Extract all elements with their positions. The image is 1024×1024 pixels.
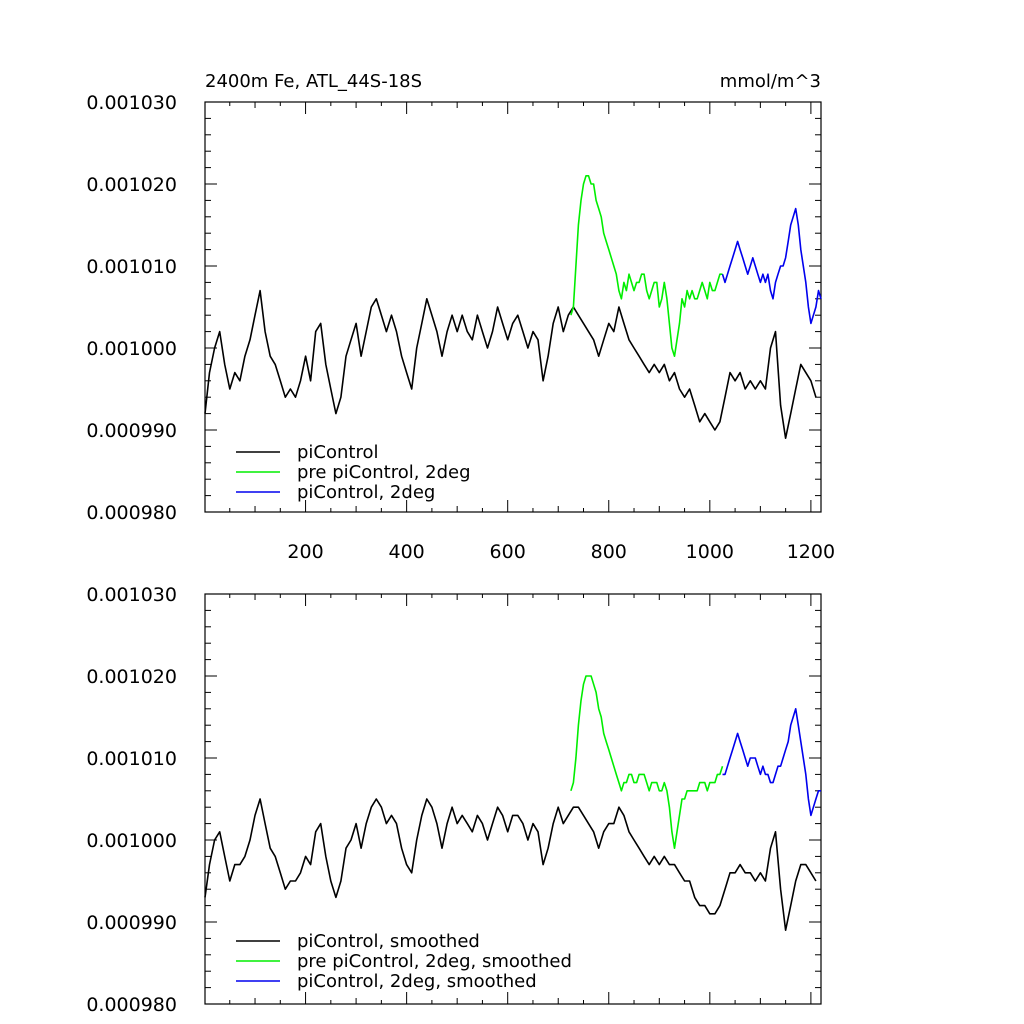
y-tick-label: 0.001030 [86,584,177,606]
legend-label-3: piControl, 2deg [297,482,435,503]
units-label: mmol/m^3 [720,71,821,92]
legend-label-2: pre piControl, 2deg, smoothed [297,951,572,972]
y-tick-label: 0.000990 [86,912,177,934]
legend-label-3: piControl, 2deg, smoothed [297,971,537,992]
y-tick-label: 0.000980 [86,502,177,524]
legend-label-1: piControl, smoothed [297,931,480,952]
y-tick-label: 0.001010 [86,748,177,770]
chart-title: 2400m Fe, ATL_44S-18S [205,71,422,92]
series-line-3 [722,708,821,817]
y-tick-label: 0.001020 [86,666,177,688]
series-line-2 [570,675,724,849]
series-line-1 [204,289,817,439]
x-tick-label: 200 [287,541,323,563]
legend-label-2: pre piControl, 2deg [297,462,471,483]
plot-frame [204,593,822,1005]
y-tick-label: 0.001030 [86,92,177,114]
series-line-2 [570,175,723,357]
y-tick-label: 0.001000 [86,338,177,360]
legend-label-1: piControl [297,442,379,463]
chart-panel-1: 0.000980 0.000990 0.001000 0.001010 0.001020… [86,71,835,563]
y-tick-label: 0.001020 [86,174,177,196]
chart-panel-2: 0.000980 0.000990 0.001000 0.001010 0.001020… [86,584,822,1016]
x-tick-label: 1000 [686,541,734,563]
x-tick-label: 800 [591,541,627,563]
x-tick-label: 600 [490,541,526,563]
y-tick-label: 0.001010 [86,256,177,278]
x-tick-label: 1200 [787,541,835,563]
y-tick-label: 0.000990 [86,420,177,442]
y-tick-label: 0.000980 [86,994,177,1016]
y-tick-label: 0.001000 [86,830,177,852]
series-line-1 [204,798,817,931]
plot-frame [204,101,822,513]
series-line-3 [721,207,822,325]
x-tick-label: 400 [388,541,424,563]
